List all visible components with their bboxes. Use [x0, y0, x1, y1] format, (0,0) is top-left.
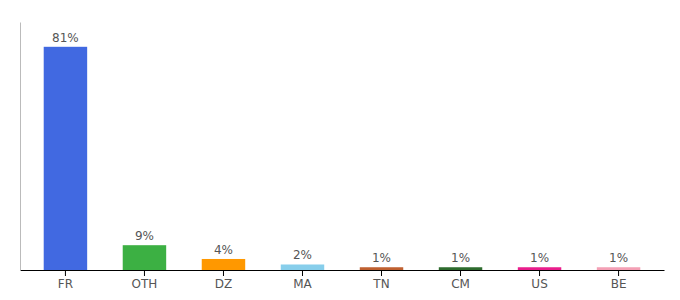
bars	[44, 47, 641, 270]
x-tick-label: CM	[451, 277, 470, 291]
x-tick-mark	[539, 270, 540, 276]
x-tick-mark	[223, 270, 224, 276]
y-axis-line	[20, 23, 21, 271]
bar	[44, 47, 87, 270]
data-label: 4%	[214, 243, 233, 257]
x-tick-mark	[381, 270, 382, 276]
x-axis: FR OTH DZ MA TN CM US BE	[21, 270, 665, 291]
bar	[518, 267, 561, 270]
x-tick-label: TN	[372, 277, 389, 291]
x-tick-mark	[65, 270, 66, 276]
data-label: 1%	[530, 251, 549, 265]
x-tick-mark	[144, 270, 145, 276]
x-tick: CM	[451, 270, 470, 291]
data-label: 1%	[372, 251, 391, 265]
y-axis	[20, 23, 21, 271]
x-tick-mark	[618, 270, 619, 276]
x-tick: TN	[372, 270, 389, 291]
bar	[202, 259, 245, 270]
x-tick: US	[531, 270, 547, 291]
x-tick-label: US	[531, 277, 547, 291]
x-tick-label: FR	[58, 277, 73, 291]
bar	[281, 264, 324, 270]
x-tick-mark	[302, 270, 303, 276]
x-tick: BE	[611, 270, 627, 291]
data-labels: 81% 9% 4% 2% 1% 1% 1% 1%	[52, 31, 628, 265]
plot: FR OTH DZ MA TN CM US BE 81% 9% 4% 2% 1% 1% 1% 1%	[21, 23, 665, 291]
x-tick: DZ	[215, 270, 232, 291]
x-tick-label: MA	[293, 277, 312, 291]
data-label: 1%	[451, 251, 470, 265]
bar	[439, 267, 482, 270]
bar	[597, 267, 640, 270]
data-label: 81%	[52, 31, 79, 45]
chart: FR OTH DZ MA TN CM US BE 81% 9% 4% 2% 1% 1% 1% 1%	[0, 0, 680, 300]
x-tick: FR	[58, 270, 73, 291]
x-tick: OTH	[132, 270, 158, 291]
bar	[123, 245, 166, 270]
bar	[360, 267, 403, 270]
x-axis-line	[21, 270, 665, 271]
data-label: 2%	[293, 248, 312, 262]
x-tick: MA	[293, 270, 312, 291]
data-label: 9%	[135, 229, 154, 243]
data-label: 1%	[609, 251, 628, 265]
x-tick-label: OTH	[132, 277, 158, 291]
x-tick-label: DZ	[215, 277, 232, 291]
x-tick-label: BE	[611, 277, 627, 291]
x-tick-mark	[460, 270, 461, 276]
